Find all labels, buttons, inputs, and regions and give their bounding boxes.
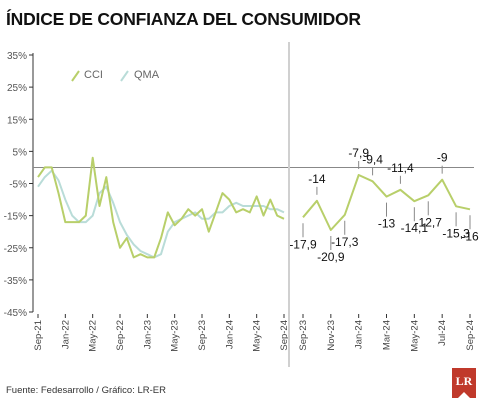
data-label: -12,7	[415, 215, 443, 229]
x-tick-label: Sep-24	[465, 320, 476, 351]
x-tick-label: Jan-23	[142, 320, 153, 349]
x-tick-label: Mar-24	[382, 320, 393, 350]
x-tick-label: Jan-24	[354, 320, 365, 349]
x-tick-label: Sep-23	[298, 320, 309, 351]
x-tick-label: Sep-21	[33, 320, 44, 351]
y-tick-label: -15%	[4, 212, 27, 223]
legend-label-cci: CCI	[84, 69, 103, 81]
legend-swatch-cci	[71, 70, 80, 82]
y-tick-label: 35%	[7, 51, 27, 62]
data-label: -14	[308, 172, 326, 186]
x-tick-label: Nov-23	[326, 320, 337, 351]
x-tick-label: May-22	[88, 320, 99, 352]
x-tick-label: Sep-23	[197, 320, 208, 351]
series-line-qma	[37, 169, 285, 259]
data-label: -11,4	[387, 161, 414, 175]
x-tick-label: Jan-22	[60, 320, 71, 349]
y-tick-label: -25%	[4, 244, 27, 255]
data-label: -13	[378, 217, 396, 231]
series-line-cci	[37, 156, 285, 259]
data-label: -15,3	[442, 226, 470, 240]
y-tick-label: 15%	[7, 115, 27, 126]
y-tick-label: 5%	[13, 147, 28, 158]
panel-divider	[288, 42, 290, 367]
y-tick-label: 25%	[7, 83, 27, 94]
x-tick-label: Sep-22	[115, 320, 126, 351]
data-label: -9	[437, 151, 448, 165]
data-label: -9,4	[362, 152, 383, 166]
data-label: -17,9	[289, 237, 317, 251]
series-line-cci-detail	[302, 174, 471, 231]
lr-logo: LR	[452, 368, 476, 398]
x-tick-label: Sep-24	[279, 320, 290, 351]
data-label: -17,3	[331, 235, 359, 249]
legend-swatch-qma	[120, 70, 129, 82]
y-tick-label: -45%	[4, 308, 27, 319]
logo-text: LR	[455, 374, 473, 388]
x-tick-label: Jul-24	[437, 320, 448, 346]
data-label: -16	[461, 229, 479, 243]
data-label: -20,9	[317, 250, 345, 264]
chart-title: ÍNDICE DE CONFIANZA DEL CONSUMIDOR	[6, 9, 361, 29]
y-tick-label: -35%	[4, 276, 27, 287]
logo-notch	[458, 392, 470, 398]
source-note: Fuente: Fedesarrollo / Gráfico: LR-ER	[6, 385, 166, 396]
x-tick-label: May-24	[252, 320, 263, 352]
y-tick-label: -5%	[9, 180, 27, 191]
x-tick-label: May-24	[409, 320, 420, 352]
legend-label-qma: QMA	[134, 69, 160, 81]
data-label: -7,9	[348, 146, 369, 160]
x-tick-label: May-23	[170, 320, 181, 352]
data-label: -14,1	[401, 221, 429, 235]
x-tick-label: Jan-24	[224, 320, 235, 349]
